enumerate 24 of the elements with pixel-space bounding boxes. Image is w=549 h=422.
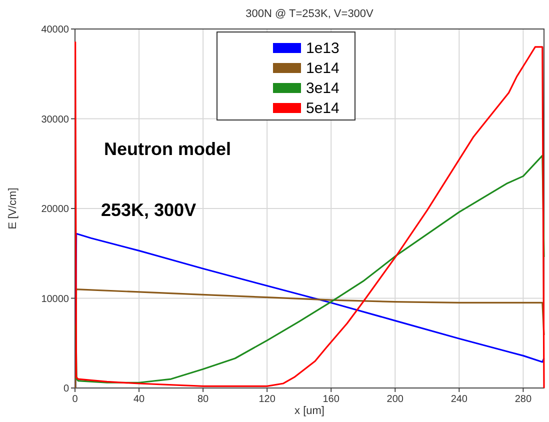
y-axis-title: E [V/cm] xyxy=(7,188,19,230)
x-tick-label: 160 xyxy=(322,394,340,405)
y-tick-label: 20000 xyxy=(41,204,70,215)
legend-label: 1e13 xyxy=(306,40,340,57)
line-series xyxy=(74,288,545,389)
x-axis-title: x [um] xyxy=(294,405,324,417)
x-tick-label: 120 xyxy=(258,394,276,405)
x-tick-label: 240 xyxy=(450,394,468,405)
y-tick-label: 30000 xyxy=(41,114,70,126)
line-series xyxy=(74,40,545,389)
legend-label: 5e14 xyxy=(306,100,340,117)
x-tick-label: 280 xyxy=(514,394,532,405)
legend-label: 1e14 xyxy=(306,60,340,77)
x-tick-label: 0 xyxy=(72,394,78,405)
x-tick-label: 80 xyxy=(197,394,210,405)
legend-label: 3e14 xyxy=(306,80,340,97)
y-tick-label: 0 xyxy=(63,384,70,394)
y-tick-label: 40000 xyxy=(41,24,70,36)
chart-title: 300N @ T=253K, V=300V xyxy=(246,8,374,20)
x-tick-label: 200 xyxy=(386,394,404,405)
x-tick-label: 40 xyxy=(133,394,146,405)
y-tick-label: 10000 xyxy=(41,294,70,305)
annotation: 253K, 300V xyxy=(101,200,196,220)
annotation: Neutron model xyxy=(104,139,232,159)
